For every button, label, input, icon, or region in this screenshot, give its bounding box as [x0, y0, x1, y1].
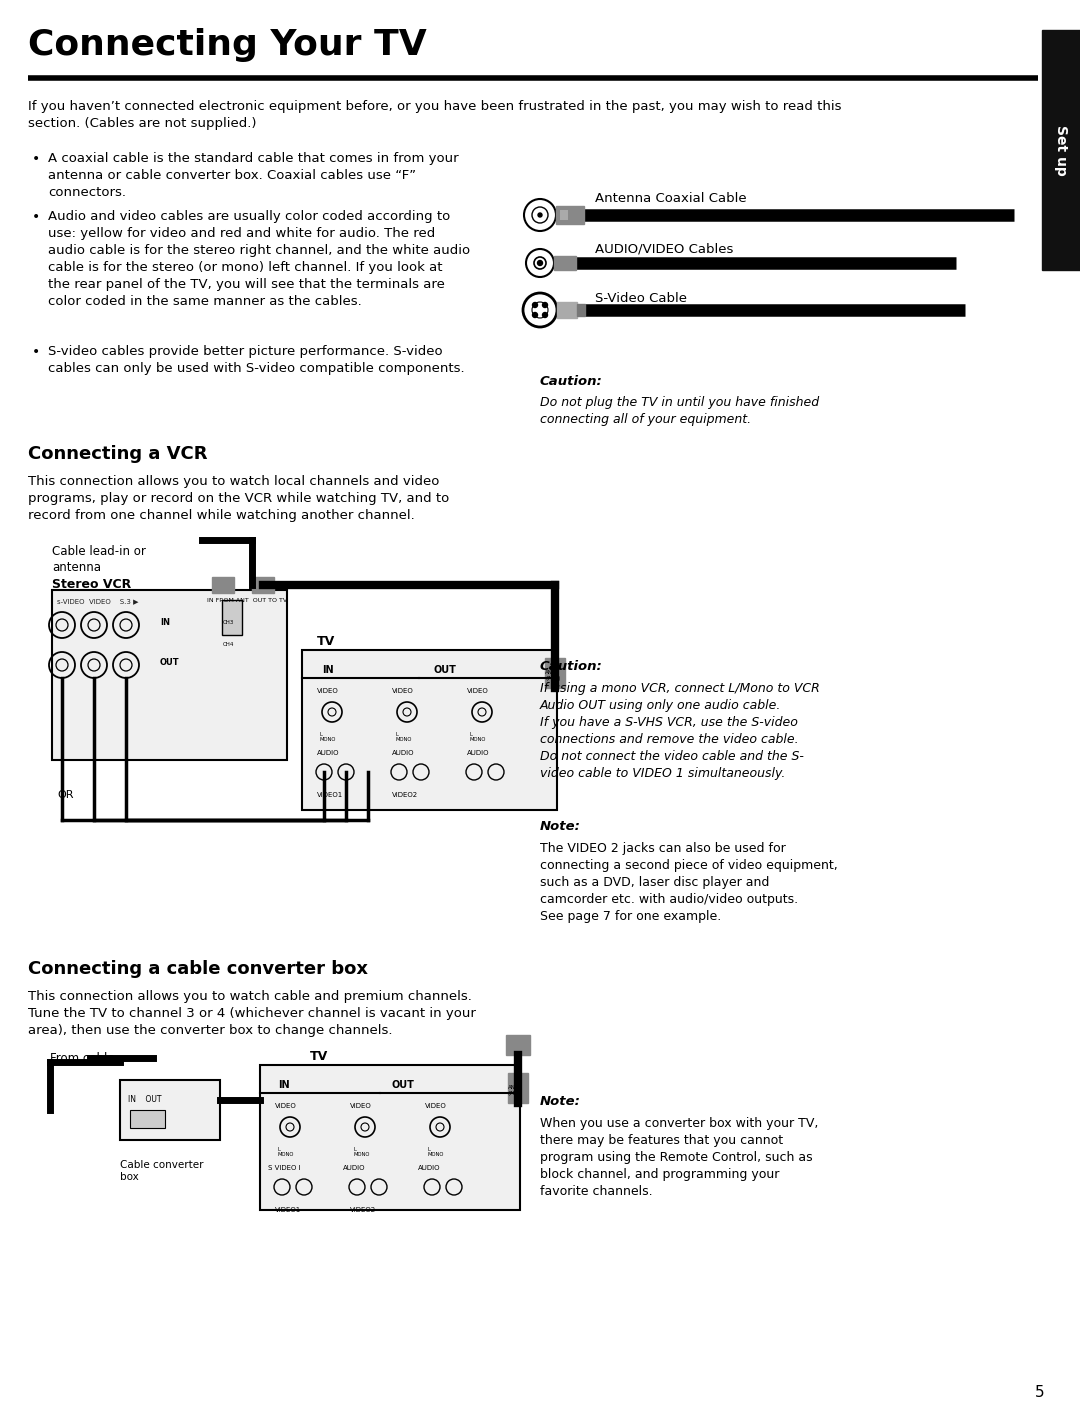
Text: When you use a converter box with your TV,
there may be features that you cannot: When you use a converter box with your T…	[540, 1117, 819, 1198]
Text: L
MONO: L MONO	[470, 732, 486, 742]
Text: OR: OR	[57, 790, 73, 800]
Text: VIDEO1: VIDEO1	[318, 793, 343, 798]
Text: L
MONO: L MONO	[320, 732, 336, 742]
Text: Connecting a VCR: Connecting a VCR	[28, 445, 207, 463]
Bar	[508, 1073, 528, 1103]
Bar	[260, 1065, 519, 1209]
Text: •: •	[32, 152, 40, 166]
Text: AUDIO: AUDIO	[318, 751, 339, 756]
Circle shape	[538, 261, 542, 265]
Circle shape	[542, 303, 548, 307]
Text: Do not plug the TV in until you have finished
connecting all of your equipment.: Do not plug the TV in until you have fin…	[540, 396, 819, 427]
Text: VIDEO2: VIDEO2	[350, 1207, 376, 1214]
Text: AUDIO/VIDEO Cables: AUDIO/VIDEO Cables	[595, 241, 733, 255]
Text: IN FROM ANT  OUT TO TV: IN FROM ANT OUT TO TV	[207, 598, 287, 603]
Text: s-VIDEO  VIDEO    S.3 ▶: s-VIDEO VIDEO S.3 ▶	[57, 598, 138, 605]
Text: AUDIO: AUDIO	[467, 751, 489, 756]
Text: A coaxial cable is the standard cable that comes in from your
antenna or cable c: A coaxial cable is the standard cable th…	[48, 152, 459, 199]
Text: If you haven’t connected electronic equipment before, or you have been frustrate: If you haven’t connected electronic equi…	[28, 100, 841, 130]
Bar	[561, 210, 568, 220]
Text: Cable lead-in or
antenna: Cable lead-in or antenna	[52, 544, 146, 574]
Text: Note:: Note:	[540, 1094, 581, 1108]
Text: This connection allows you to watch cable and premium channels.
Tune the TV to c: This connection allows you to watch cabl…	[28, 991, 476, 1037]
Text: 5: 5	[1036, 1385, 1044, 1400]
Bar	[507, 1035, 530, 1055]
Text: Caution:: Caution:	[540, 659, 603, 673]
Text: TV: TV	[310, 1049, 328, 1063]
Text: If using a mono VCR, connect L/Mono to VCR
Audio OUT using only one audio cable.: If using a mono VCR, connect L/Mono to V…	[540, 682, 820, 780]
Text: VIDEO: VIDEO	[392, 687, 414, 694]
Text: S-Video Cable: S-Video Cable	[595, 292, 687, 304]
Bar	[52, 591, 287, 760]
Text: Antenna Coaxial Cable: Antenna Coaxial Cable	[595, 192, 746, 205]
Text: VIDEO: VIDEO	[350, 1103, 372, 1108]
Bar	[130, 1110, 165, 1128]
Text: IN: IN	[160, 617, 170, 627]
Text: IN: IN	[278, 1080, 289, 1090]
Text: VIDEO: VIDEO	[275, 1103, 297, 1108]
Text: OUT: OUT	[392, 1080, 415, 1090]
Text: VIDEO: VIDEO	[426, 1103, 447, 1108]
Text: •: •	[32, 345, 40, 359]
Text: VIDEO1: VIDEO1	[275, 1207, 301, 1214]
Text: From cable: From cable	[50, 1052, 114, 1065]
Text: •: •	[32, 210, 40, 224]
Text: The VIDEO 2 jacks can also be used for
connecting a second piece of video equipm: The VIDEO 2 jacks can also be used for c…	[540, 842, 838, 923]
Text: CH3: CH3	[222, 620, 234, 624]
Text: Set up: Set up	[1054, 125, 1068, 175]
Bar	[302, 650, 557, 810]
Text: L
MONO: L MONO	[278, 1148, 295, 1157]
Bar	[577, 304, 585, 316]
Text: IN    OUT: IN OUT	[129, 1094, 162, 1104]
Bar	[252, 577, 274, 593]
Text: Caution:: Caution:	[540, 375, 603, 389]
Text: L
MONO: L MONO	[353, 1148, 369, 1157]
Text: CH4: CH4	[222, 643, 234, 647]
Circle shape	[532, 303, 538, 307]
Bar	[556, 206, 584, 224]
Text: AUDIO: AUDIO	[343, 1164, 365, 1172]
Text: L
MONO: L MONO	[395, 732, 411, 742]
Text: Stereo VCR: Stereo VCR	[52, 578, 132, 591]
Bar	[545, 658, 565, 687]
Text: L
MONO: L MONO	[428, 1148, 444, 1157]
Bar	[120, 1080, 220, 1141]
Text: VIDEO: VIDEO	[467, 687, 489, 694]
Bar	[212, 577, 234, 593]
Text: Connecting Your TV: Connecting Your TV	[28, 28, 427, 62]
Text: This connection allows you to watch local channels and video
programs, play or r: This connection allows you to watch loca…	[28, 476, 449, 522]
Text: S VIDEO I: S VIDEO I	[268, 1164, 300, 1172]
Circle shape	[538, 213, 542, 217]
Bar	[557, 302, 577, 318]
Text: OUT: OUT	[434, 665, 457, 675]
Text: Note:: Note:	[540, 819, 581, 833]
Text: Cable converter
box: Cable converter box	[120, 1160, 203, 1183]
Text: OUT: OUT	[160, 658, 179, 666]
Bar	[222, 600, 242, 636]
Text: IN: IN	[322, 665, 334, 675]
Text: TV: TV	[318, 636, 335, 648]
Text: Audio and video cables are usually color coded according to
use: yellow for vide: Audio and video cables are usually color…	[48, 210, 470, 309]
Circle shape	[532, 313, 538, 317]
Text: VIDEO: VIDEO	[318, 687, 339, 694]
Text: AUDIO: AUDIO	[418, 1164, 441, 1172]
Bar	[554, 255, 576, 269]
Circle shape	[542, 313, 548, 317]
Text: AUDIO: AUDIO	[392, 751, 415, 756]
Text: VIDEO2: VIDEO2	[392, 793, 418, 798]
Text: S-video cables provide better picture performance. S-video
cables can only be us: S-video cables provide better picture pe…	[48, 345, 464, 375]
Text: Connecting a cable converter box: Connecting a cable converter box	[28, 960, 368, 978]
Text: ANT
(75Ω): ANT (75Ω)	[508, 1085, 524, 1096]
Text: ANT
(75Ω): ANT (75Ω)	[545, 671, 561, 680]
Bar	[1042, 29, 1080, 269]
